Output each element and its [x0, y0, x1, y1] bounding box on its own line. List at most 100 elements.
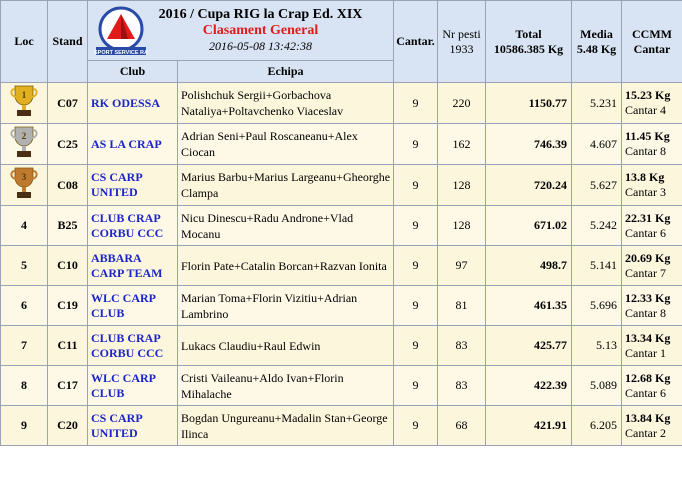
cell-media: 5.141 — [571, 245, 623, 286]
media-value: 5.48 Kg — [576, 41, 617, 56]
cell-loc: 1 — [0, 82, 48, 124]
table-row: 9 C20 CS CARP UNITED Bogdan Ungureanu+Ma… — [0, 405, 682, 446]
rank-number: 5 — [21, 258, 27, 272]
ccmm-kg: 15.23 Kg — [625, 88, 671, 102]
cell-loc: 5 — [0, 245, 48, 286]
header-media: Media 5.48 Kg — [571, 0, 623, 83]
cell-team: Nicu Dinescu+Radu Androne+Vlad Mocanu — [176, 205, 395, 246]
cell-media: 5.13 — [571, 325, 623, 366]
cell-ccmm: 13.8 Kg Cantar 3 — [621, 164, 682, 206]
header-nr-pesti: Nr pesti 1933 — [437, 0, 487, 83]
total-value: 10586.385 Kg — [493, 41, 564, 56]
trophy-number: 3 — [22, 172, 27, 182]
cell-nr-pesti: 128 — [437, 205, 487, 246]
ccmm-kg: 13.8 Kg — [625, 170, 665, 184]
club-link[interactable]: CLUB CRAP CORBU CCC — [87, 325, 178, 366]
rank-number: 6 — [21, 298, 27, 312]
nr-pesti-label: Nr pesti — [442, 26, 481, 41]
cell-stand: C19 — [47, 285, 88, 326]
cell-ccmm: 13.34 Kg Cantar 1 — [621, 325, 682, 366]
ccmm-sub: Cantar — [633, 41, 671, 56]
cell-nr-pesti: 83 — [437, 365, 487, 406]
cell-cantar: 9 — [393, 82, 439, 124]
cell-stand: C08 — [47, 164, 88, 206]
table-row: 7 C11 CLUB CRAP CORBU CCC Lukacs Claudiu… — [0, 325, 682, 366]
cell-ccmm: 15.23 Kg Cantar 4 — [621, 82, 682, 124]
logo-icon: SPORT SERVICE RA — [94, 6, 148, 56]
cell-team: Lukacs Claudiu+Raul Edwin — [176, 325, 395, 366]
ccmm-cantar: Cantar 3 — [625, 185, 667, 199]
cell-loc: 2 — [0, 123, 48, 165]
ccmm-cantar: Cantar 1 — [625, 345, 667, 360]
nr-pesti-count: 1933 — [449, 41, 474, 56]
table-row: 1 C07 RK ODESSA Polishchuk Sergii+Gorbac… — [0, 82, 682, 124]
table-row: 5 C10 ABBARA CARP TEAM Florin Pate+Catal… — [0, 245, 682, 286]
ccmm-kg: 11.45 Kg — [625, 129, 670, 143]
cell-total: 720.24 — [485, 164, 573, 206]
table-row: 4 B25 CLUB CRAP CORBU CCC Nicu Dinescu+R… — [0, 205, 682, 246]
cell-media: 5.231 — [571, 82, 623, 124]
cell-team: Polishchuk Sergii+Gorbachova Nataliya+Po… — [176, 82, 395, 124]
cell-stand: C25 — [47, 123, 88, 165]
cell-loc: 4 — [0, 205, 48, 246]
club-link[interactable]: ABBARA CARP TEAM — [87, 245, 178, 286]
gold-trophy-icon: 1 — [10, 85, 38, 116]
cell-stand: C20 — [47, 405, 88, 446]
club-link[interactable]: CS CARP UNITED — [87, 405, 178, 446]
cell-total: 421.91 — [485, 405, 573, 446]
cell-loc: 9 — [0, 405, 48, 446]
cell-nr-pesti: 162 — [437, 123, 487, 165]
ccmm-cantar: Cantar 6 — [625, 225, 667, 240]
cell-nr-pesti: 81 — [437, 285, 487, 326]
cell-media: 5.242 — [571, 205, 623, 246]
cell-ccmm: 12.33 Kg Cantar 8 — [621, 285, 682, 326]
cell-ccmm: 11.45 Kg Cantar 8 — [621, 123, 682, 165]
cell-cantar: 9 — [393, 405, 439, 446]
rank-number: 7 — [21, 338, 27, 352]
club-link[interactable]: WLC CARP CLUB — [87, 365, 178, 406]
cell-total: 746.39 — [485, 123, 573, 165]
silver-trophy-icon: 2 — [10, 126, 38, 157]
cell-media: 5.696 — [571, 285, 623, 326]
trophy-number: 1 — [22, 90, 27, 100]
table-row: 2 C25 AS LA CRAP Adrian Seni+Paul Roscan… — [0, 123, 682, 165]
rank-number: 9 — [21, 418, 27, 432]
cell-nr-pesti: 83 — [437, 325, 487, 366]
club-link[interactable]: RK ODESSA — [87, 82, 178, 124]
header-stand: Stand — [47, 0, 88, 83]
cell-total: 1150.77 — [485, 82, 573, 124]
bronze-trophy-icon: 3 — [10, 167, 38, 198]
cell-stand: C10 — [47, 245, 88, 286]
logo-text: SPORT SERVICE RA — [94, 50, 148, 56]
cell-ccmm: 22.31 Kg Cantar 6 — [621, 205, 682, 246]
ranking-table: Loc Stand SPORT SERVICE RA 2016 / Cupa R… — [0, 0, 682, 446]
header-loc: Loc — [0, 0, 48, 83]
cell-cantar: 9 — [393, 325, 439, 366]
cell-media: 4.607 — [571, 123, 623, 165]
club-link[interactable]: CS CARP UNITED — [87, 164, 178, 206]
cell-cantar: 9 — [393, 164, 439, 206]
club-link[interactable]: AS LA CRAP — [87, 123, 178, 165]
cell-stand: C11 — [47, 325, 88, 366]
ccmm-kg: 22.31 Kg — [625, 210, 671, 225]
cell-team: Bogdan Ungureanu+Madalin Stan+George Ili… — [176, 405, 395, 446]
cell-ccmm: 20.69 Kg Cantar 7 — [621, 245, 682, 286]
cell-loc: 7 — [0, 325, 48, 366]
ccmm-cantar: Cantar 2 — [625, 425, 667, 440]
club-link[interactable]: CLUB CRAP CORBU CCC — [87, 205, 178, 246]
page-subtitle: Clasament General — [202, 23, 319, 38]
ccmm-cantar: Cantar 8 — [625, 144, 667, 158]
cell-team: Florin Pate+Catalin Borcan+Razvan Ionita — [176, 245, 395, 286]
page-title: 2016 / Cupa RIG la Crap Ed. XIX — [158, 7, 363, 22]
cell-ccmm: 12.68 Kg Cantar 6 — [621, 365, 682, 406]
cell-media: 5.627 — [571, 164, 623, 206]
media-label: Media — [580, 26, 613, 41]
cell-total: 461.35 — [485, 285, 573, 326]
club-link[interactable]: WLC CARP CLUB — [87, 285, 178, 326]
cell-nr-pesti: 97 — [437, 245, 487, 286]
cell-nr-pesti: 128 — [437, 164, 487, 206]
cell-stand: C07 — [47, 82, 88, 124]
rank-number: 8 — [21, 378, 27, 392]
ccmm-kg: 13.84 Kg — [625, 410, 671, 425]
cell-team: Marius Barbu+Marius Largeanu+Gheorghe Cl… — [176, 164, 395, 206]
